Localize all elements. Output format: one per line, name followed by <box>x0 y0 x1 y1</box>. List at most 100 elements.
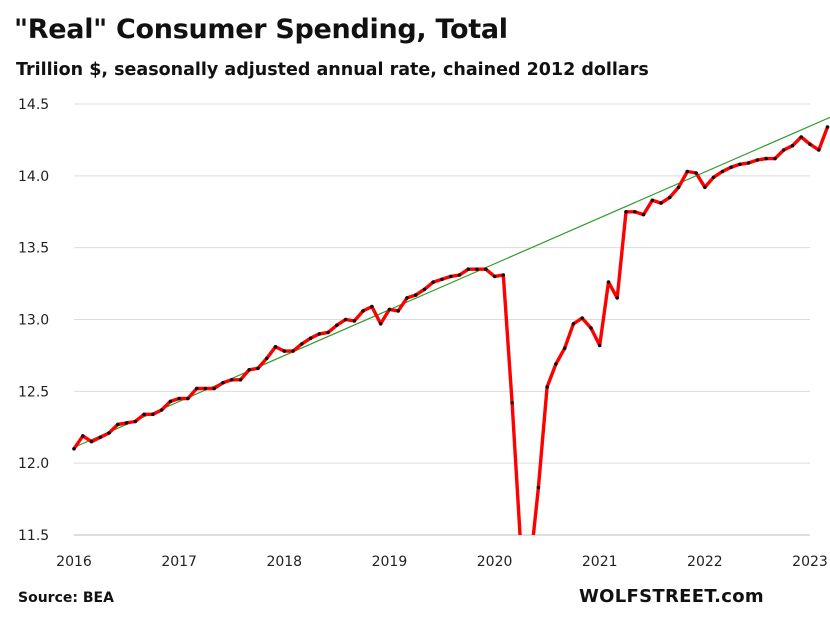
data-point <box>764 156 768 161</box>
data-point <box>580 316 584 320</box>
data-point <box>536 485 541 490</box>
data-point <box>238 378 243 382</box>
data-point <box>825 125 830 129</box>
source-note: Source: BEA <box>18 590 114 606</box>
trend-line <box>73 116 830 448</box>
data-point <box>317 332 322 336</box>
data-point <box>449 274 453 279</box>
data-point <box>116 422 120 427</box>
y-tick-label: 12.0 <box>18 456 49 472</box>
data-point <box>378 322 383 326</box>
data-point <box>396 309 401 313</box>
chart-title: "Real" Consumer Spending, Total <box>14 14 508 45</box>
data-point <box>808 142 812 146</box>
data-point <box>300 342 304 346</box>
data-point <box>606 280 611 284</box>
data-point <box>641 212 646 217</box>
x-tick-label: 2023 <box>792 554 828 570</box>
data-point <box>124 421 129 425</box>
data-point <box>282 349 287 353</box>
y-tick-label: 14.0 <box>18 169 49 185</box>
data-point <box>746 161 751 165</box>
spending-line <box>72 125 830 535</box>
data-point <box>457 273 462 277</box>
data-point <box>650 198 655 203</box>
data-point <box>729 165 733 169</box>
x-tick-label: 2017 <box>161 554 197 570</box>
data-point <box>492 274 497 279</box>
x-tick-label: 2021 <box>582 554 618 570</box>
data-point <box>431 280 436 284</box>
y-tick-label: 14.5 <box>18 97 49 113</box>
data-point <box>308 336 313 341</box>
data-point <box>229 378 234 382</box>
data-point <box>326 330 330 335</box>
data-point <box>168 399 173 404</box>
data-point <box>387 307 392 312</box>
data-point <box>343 317 348 322</box>
data-point <box>72 447 76 451</box>
data-point <box>221 380 225 385</box>
data-point <box>159 408 164 412</box>
data-point <box>133 419 138 424</box>
data-point <box>186 396 190 401</box>
y-tick-label: 12.5 <box>18 384 49 400</box>
data-point <box>142 412 146 417</box>
data-point <box>703 185 707 190</box>
data-point <box>571 322 576 326</box>
brand-watermark: WOLFSTREET.com <box>579 586 764 607</box>
data-point <box>335 323 339 328</box>
data-point <box>659 201 663 205</box>
data-point <box>615 296 619 300</box>
x-tick-label: 2016 <box>56 554 92 570</box>
data-point <box>589 326 593 330</box>
data-point <box>265 356 269 361</box>
data-point <box>738 162 742 167</box>
data-point <box>151 412 155 417</box>
data-point <box>81 434 85 438</box>
data-point <box>510 401 514 405</box>
data-point <box>781 148 786 152</box>
data-point <box>370 304 374 309</box>
y-tick-label: 13.5 <box>18 241 49 257</box>
data-point <box>107 431 111 435</box>
x-tick-label: 2018 <box>266 554 302 570</box>
data-point <box>597 343 602 348</box>
data-point <box>720 169 725 174</box>
data-point <box>98 435 103 440</box>
data-point <box>554 362 558 366</box>
data-point <box>817 148 821 152</box>
chart-subtitle: Trillion $, seasonally adjusted annual r… <box>16 60 649 80</box>
data-point <box>256 366 260 371</box>
data-point <box>501 273 506 277</box>
data-point <box>685 169 690 174</box>
data-point <box>440 277 444 282</box>
data-point <box>273 345 278 349</box>
data-point <box>755 158 760 162</box>
data-point <box>212 386 216 391</box>
data-point <box>361 309 365 313</box>
data-point <box>413 293 418 297</box>
data-point <box>194 386 199 391</box>
data-point <box>247 368 251 372</box>
data-point <box>177 396 181 401</box>
data-point <box>352 319 357 323</box>
data-point <box>291 349 295 353</box>
data-point <box>466 267 471 272</box>
data-point <box>562 346 567 351</box>
data-point <box>422 287 427 292</box>
data-point <box>405 296 409 300</box>
y-tick-label: 11.5 <box>18 528 49 544</box>
data-point <box>89 439 94 444</box>
data-point <box>790 143 795 148</box>
data-point <box>799 135 803 139</box>
data-point <box>545 385 549 389</box>
x-tick-label: 2022 <box>687 554 723 570</box>
data-point <box>711 175 716 180</box>
data-point <box>676 185 681 190</box>
data-point <box>633 210 637 214</box>
data-point <box>203 386 208 391</box>
data-point <box>668 195 672 200</box>
x-tick-label: 2019 <box>372 554 408 570</box>
